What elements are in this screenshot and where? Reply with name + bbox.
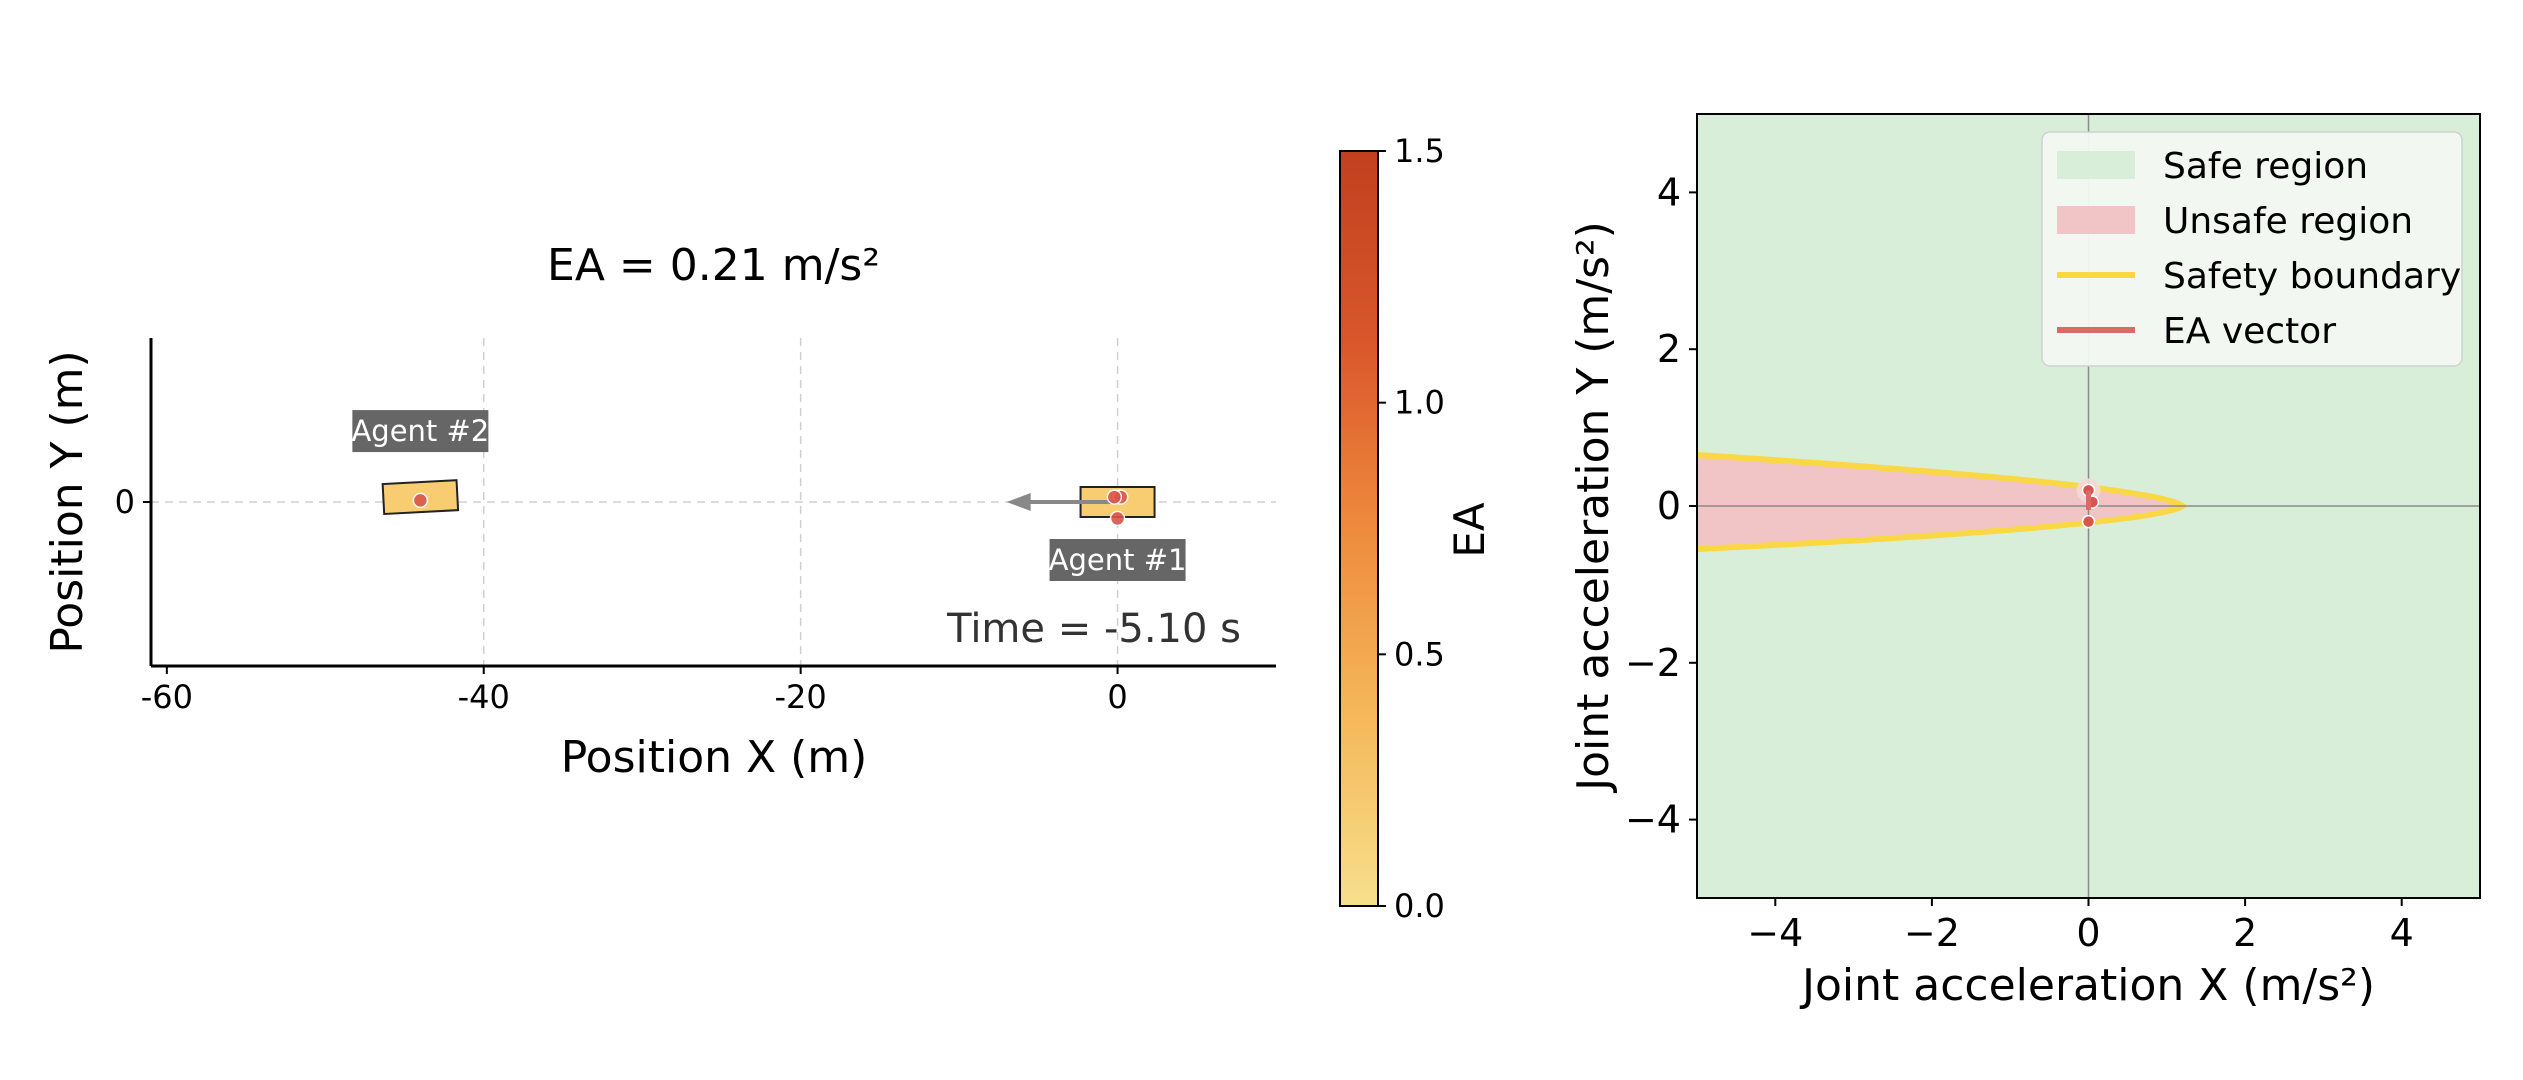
position-plot: -60 -40 -20 0 0 EA = 0.21 m/s² Position X (m) P… <box>42 240 1276 783</box>
y-axis-label: Position Y (m) <box>42 350 93 653</box>
legend-label: Safe region <box>2163 146 2368 187</box>
x-tick-label: 0 <box>1107 678 1127 716</box>
x-tick-label: 4 <box>2390 911 2414 955</box>
colorbar: 0.0 0.5 1.0 1.5 EA <box>1339 132 1494 925</box>
y-tick-label: −2 <box>1625 641 1681 685</box>
x-tick-label: -60 <box>141 678 193 716</box>
colorbar-tick-label: 1.5 <box>1394 132 1445 170</box>
y-tick-label: 0 <box>1657 484 1681 528</box>
colorbar-label: EA <box>1445 502 1494 558</box>
x-tick-label: −2 <box>1904 911 1960 955</box>
legend-swatch <box>2057 151 2135 179</box>
agent-label: Agent #1 <box>1049 543 1187 577</box>
x-tick-label: 0 <box>2076 911 2100 955</box>
colorbar-tick-label: 0.0 <box>1394 887 1445 925</box>
colorbar-tick-label: 0.5 <box>1394 635 1445 673</box>
y-axis-label: Joint acceleration Y (m/s²) <box>1568 221 1619 794</box>
x-axis-label: Position X (m) <box>561 732 868 783</box>
y-tick-label: 4 <box>1657 170 1681 214</box>
x-tick-label: −4 <box>1747 911 1803 955</box>
acceleration-plot: −4 −2 0 2 4 −4 −2 0 2 4 Joint acceleration X (m/s²… <box>1568 113 2481 1011</box>
agent-label-box <box>1049 539 1186 581</box>
x-tick-label: -20 <box>775 678 827 716</box>
agent-label: Agent #2 <box>351 414 489 448</box>
y-tick-label: 0 <box>115 483 135 521</box>
y-tick-label: −4 <box>1625 798 1681 842</box>
agent-label-box <box>352 410 489 453</box>
colorbar-fill <box>1339 150 1379 907</box>
ea-point <box>1109 510 1126 527</box>
ea-point <box>1106 489 1123 505</box>
x-axis-label: Joint acceleration X (m/s²) <box>1799 960 2375 1011</box>
colorbar-tick-label: 1.0 <box>1394 384 1445 422</box>
x-tick-label: 2 <box>2233 911 2257 955</box>
legend-label: Safety boundary <box>2163 256 2461 297</box>
velocity-arrow-head <box>1006 493 1031 511</box>
ea-point <box>2081 514 2096 529</box>
legend: Safe region Unsafe region Safety boundary E… <box>2041 131 2463 367</box>
x-tick-label: -40 <box>458 678 510 716</box>
ea-point <box>412 492 429 509</box>
legend-box <box>2041 131 2463 367</box>
legend-swatch <box>2057 206 2135 234</box>
legend-label: Unsafe region <box>2163 201 2413 242</box>
legend-label: EA vector <box>2163 311 2336 352</box>
y-tick-label: 2 <box>1657 327 1681 371</box>
chart-title: EA = 0.21 m/s² <box>547 240 880 291</box>
time-label: Time = -5.10 s <box>946 606 1241 652</box>
unsafe-region <box>1697 455 2183 550</box>
